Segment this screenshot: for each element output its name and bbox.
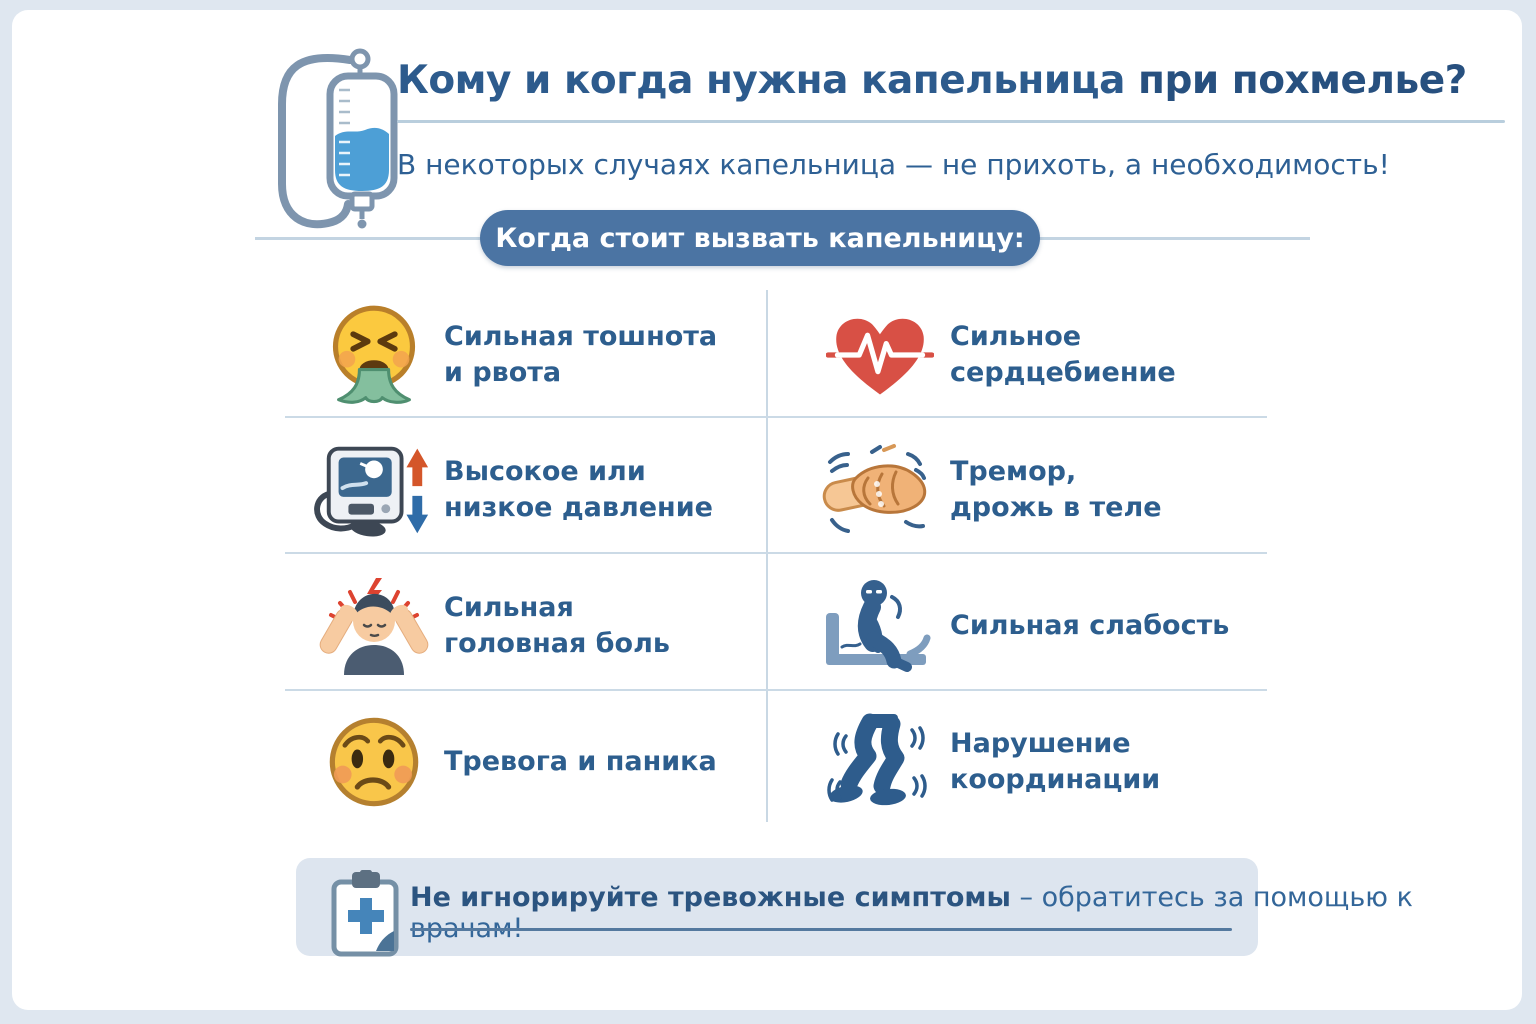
blood-pressure-monitor-icon [314, 446, 429, 537]
symptom-nausea-vomiting: Сильная тошнота и рвота [304, 293, 764, 417]
symptom-coordination: Нарушение координации [810, 700, 1265, 824]
footer-banner [296, 858, 1258, 956]
medical-clipboard-icon [331, 870, 399, 957]
footer-underline [410, 928, 1232, 931]
symptom-label: Тревога и паника [444, 746, 717, 778]
grid-vertical-divider [766, 290, 768, 822]
title-divider [397, 120, 1505, 123]
symptom-heartbeat: Сильное сердцебиение [810, 293, 1265, 417]
symptom-anxiety: Тревога и паника [304, 700, 764, 824]
page-subtitle: В некоторых случаях капельница — не прих… [397, 148, 1390, 181]
weak-person-on-bed-icon [826, 580, 931, 672]
symptom-tremor: Тремор, дрожь в теле [810, 428, 1265, 552]
worried-face-icon [329, 717, 419, 807]
footer-message: Не игнорируйте тревожные симптомы – обра… [410, 882, 1522, 944]
heart-pulse-icon [826, 318, 934, 395]
symptom-label: Сильная слабость [950, 610, 1230, 642]
section-banner: Когда стоит вызвать капельницу: [480, 210, 1040, 266]
symptom-label: Сильная головная боль [444, 592, 670, 659]
symptom-blood-pressure: Высокое или низкое давление [304, 428, 764, 552]
symptom-label: Высокое или низкое давление [444, 456, 713, 523]
footer-message-bold: Не игнорируйте тревожные симптомы [410, 882, 1011, 913]
symptom-label: Тремор, дрожь в теле [950, 456, 1162, 523]
symptom-weakness: Сильная слабость [810, 564, 1265, 688]
symptom-label: Нарушение координации [950, 728, 1161, 795]
symptom-headache: Сильная головная боль [304, 564, 764, 688]
infographic-canvas: Кому и когда нужна капельница при похмел… [12, 10, 1522, 1010]
symptom-label: Сильная тошнота и рвота [444, 321, 718, 388]
symptom-label: Сильное сердцебиение [950, 321, 1176, 388]
page-title-regular: Кому и когда нужна капельница [397, 58, 1138, 103]
page-title-bold: при похмелье? [1138, 58, 1467, 103]
page-title: Кому и когда нужна капельница при похмел… [397, 58, 1467, 103]
grid-divider-row3 [285, 689, 1267, 691]
iv-drip-bag-icon [278, 48, 398, 229]
wobbly-legs-icon [827, 713, 927, 806]
grid-divider-row2 [285, 552, 1267, 554]
section-banner-label: Когда стоит вызвать капельницу: [495, 222, 1025, 254]
vomiting-face-icon [332, 305, 416, 404]
trembling-hands-icon [822, 444, 927, 533]
grid-divider-row1 [285, 416, 1267, 418]
headache-person-icon [319, 578, 429, 675]
